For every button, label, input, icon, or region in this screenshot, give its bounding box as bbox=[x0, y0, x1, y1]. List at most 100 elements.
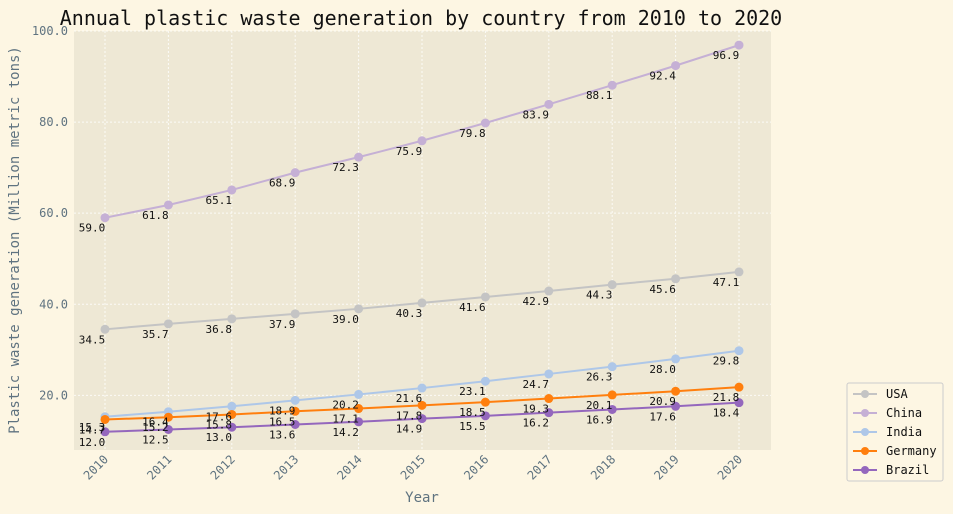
data-point-india bbox=[480, 376, 490, 386]
data-point-germany bbox=[671, 386, 681, 396]
series-group bbox=[100, 40, 744, 437]
y-tick-label: 40.0 bbox=[39, 297, 68, 311]
legend-marker-china bbox=[861, 409, 869, 417]
data-point-germany bbox=[417, 400, 427, 410]
data-label-usa: 35.7 bbox=[142, 328, 169, 341]
data-point-india bbox=[290, 395, 300, 405]
x-tick-label: 2018 bbox=[588, 452, 618, 482]
x-tick-label: 2011 bbox=[144, 452, 174, 482]
data-point-brazil bbox=[607, 404, 617, 414]
data-label-brazil: 15.5 bbox=[459, 420, 486, 433]
data-point-china bbox=[671, 61, 681, 71]
data-label-india: 28.0 bbox=[649, 363, 676, 376]
legend-label-germany: Germany bbox=[886, 444, 937, 458]
data-label-china: 83.9 bbox=[523, 108, 550, 121]
data-label-china: 61.8 bbox=[142, 209, 169, 222]
data-label-india: 20.2 bbox=[332, 398, 359, 411]
data-label-china: 96.9 bbox=[713, 49, 740, 62]
data-label-brazil: 12.0 bbox=[79, 436, 106, 449]
data-point-china bbox=[417, 136, 427, 146]
data-label-brazil: 13.0 bbox=[206, 431, 233, 444]
data-label-brazil: 17.6 bbox=[649, 410, 676, 423]
chart-title: Annual plastic waste generation by count… bbox=[60, 6, 782, 30]
data-point-germany bbox=[100, 414, 110, 424]
data-point-brazil bbox=[290, 419, 300, 429]
data-label-usa: 40.3 bbox=[396, 307, 423, 320]
data-point-china bbox=[290, 168, 300, 178]
data-label-china: 92.4 bbox=[649, 70, 676, 83]
x-tick-label: 2015 bbox=[398, 452, 428, 482]
data-label-brazil: 13.6 bbox=[269, 428, 296, 441]
data-point-china bbox=[227, 185, 237, 195]
x-tick-label: 2010 bbox=[81, 452, 111, 482]
data-point-india bbox=[227, 401, 237, 411]
y-tick-label: 80.0 bbox=[39, 115, 68, 129]
data-point-china bbox=[100, 213, 110, 223]
legend-label-usa: USA bbox=[886, 387, 908, 401]
x-tick-label: 2012 bbox=[208, 452, 238, 482]
legend-marker-brazil bbox=[861, 466, 869, 474]
data-label-china: 88.1 bbox=[586, 89, 613, 102]
data-point-brazil bbox=[354, 417, 364, 427]
data-point-china bbox=[544, 99, 554, 109]
data-point-usa bbox=[227, 314, 237, 324]
data-label-india: 24.7 bbox=[523, 378, 550, 391]
x-tick-label: 2016 bbox=[461, 452, 491, 482]
data-point-india bbox=[671, 354, 681, 364]
x-tick-label: 2013 bbox=[271, 452, 301, 482]
data-point-germany bbox=[163, 412, 173, 422]
y-tick-label: 20.0 bbox=[39, 388, 68, 402]
data-point-usa bbox=[734, 267, 744, 277]
data-label-usa: 45.6 bbox=[649, 283, 676, 296]
data-point-brazil bbox=[417, 414, 427, 424]
data-point-germany bbox=[480, 397, 490, 407]
legend-marker-germany bbox=[861, 447, 869, 455]
data-point-brazil bbox=[100, 427, 110, 437]
y-axis-ticks: 20.0 40.0 60.0 80.0 100.0 bbox=[32, 24, 68, 402]
data-point-germany bbox=[290, 406, 300, 416]
data-label-germany: 15.8 bbox=[206, 418, 233, 431]
data-label-germany: 20.1 bbox=[586, 399, 613, 412]
data-point-brazil bbox=[480, 411, 490, 421]
data-label-brazil: 12.5 bbox=[142, 434, 169, 447]
data-label-brazil: 18.4 bbox=[713, 407, 740, 420]
data-label-india: 18.9 bbox=[269, 404, 296, 417]
data-label-brazil: 14.2 bbox=[332, 426, 359, 439]
data-label-germany: 21.8 bbox=[713, 391, 740, 404]
data-point-germany bbox=[544, 394, 554, 404]
data-label-india: 16.4 bbox=[142, 416, 169, 429]
data-label-usa: 47.1 bbox=[713, 276, 740, 289]
data-point-usa bbox=[671, 274, 681, 284]
legend-label-india: India bbox=[886, 425, 922, 439]
data-label-usa: 37.9 bbox=[269, 318, 296, 331]
data-label-india: 17.6 bbox=[206, 410, 233, 423]
data-point-brazil bbox=[163, 425, 173, 435]
data-label-india: 15.3 bbox=[79, 421, 106, 434]
data-label-china: 59.0 bbox=[79, 222, 106, 235]
data-label-china: 65.1 bbox=[206, 194, 233, 207]
data-point-india bbox=[354, 389, 364, 399]
data-point-india bbox=[607, 362, 617, 372]
data-point-brazil bbox=[671, 401, 681, 411]
data-label-india: 21.6 bbox=[396, 392, 423, 405]
data-point-india bbox=[417, 383, 427, 393]
x-tick-label: 2020 bbox=[715, 452, 745, 482]
y-tick-label: 60.0 bbox=[39, 206, 68, 220]
data-point-china bbox=[607, 80, 617, 90]
data-point-usa bbox=[290, 309, 300, 319]
data-label-usa: 44.3 bbox=[586, 289, 613, 302]
data-point-usa bbox=[100, 324, 110, 334]
data-point-brazil bbox=[734, 398, 744, 408]
data-label-germany: 20.9 bbox=[649, 395, 676, 408]
data-point-germany bbox=[607, 390, 617, 400]
data-label-germany: 15.2 bbox=[142, 421, 169, 434]
data-label-india: 23.1 bbox=[459, 385, 486, 398]
legend-marker-usa bbox=[861, 390, 869, 398]
x-tick-label: 2014 bbox=[334, 452, 364, 482]
x-axis-ticks: 2010 2011 2012 2013 2014 2015 2016 2017 2018 2019… bbox=[81, 452, 745, 482]
data-labels: 34.5 35.7 36.8 37.9 39.0 40.3 41.6 42.9 44.3 45.6… bbox=[79, 49, 740, 449]
data-point-usa bbox=[480, 292, 490, 302]
data-label-brazil: 14.9 bbox=[396, 423, 423, 436]
legend-label-china: China bbox=[886, 406, 922, 420]
x-tick-label: 2019 bbox=[651, 452, 681, 482]
